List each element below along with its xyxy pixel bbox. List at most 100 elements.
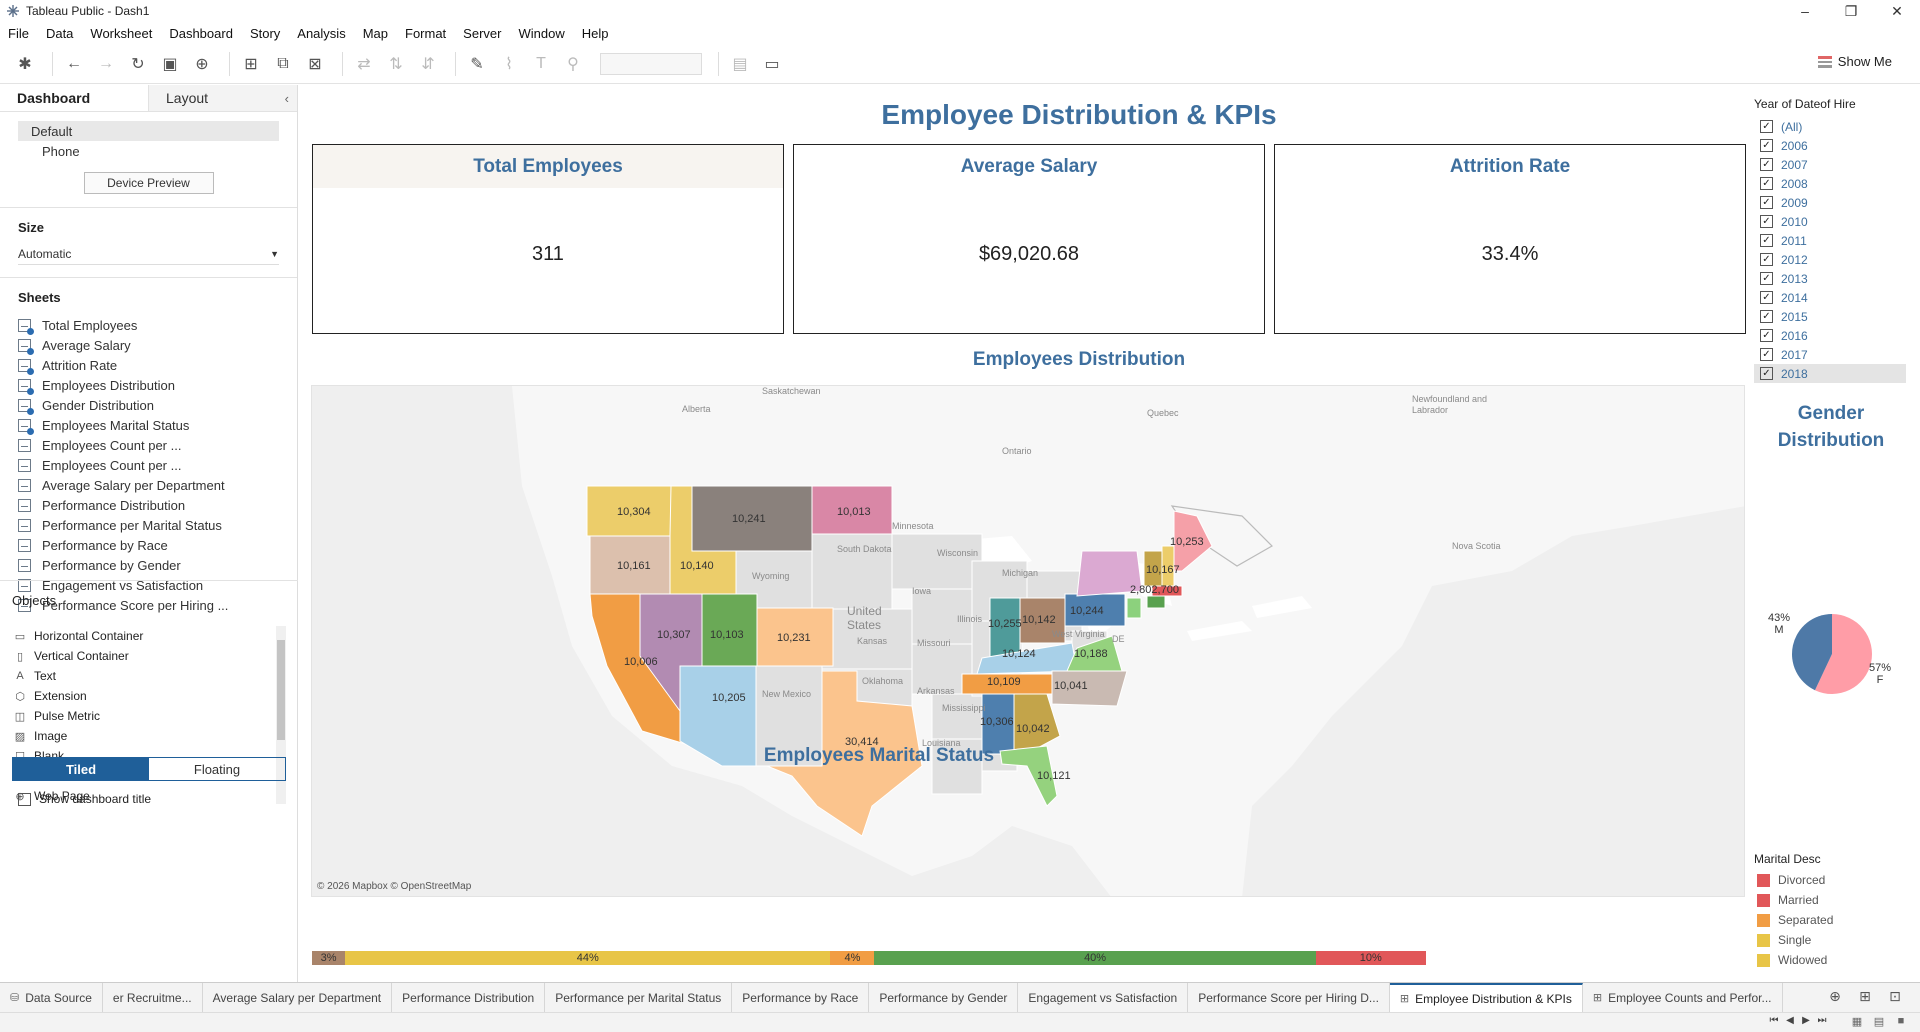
sheet-item[interactable]: Employees Distribution [18, 375, 279, 395]
state-oh[interactable] [1019, 597, 1066, 644]
marital-segment-widowed[interactable]: 10% [1315, 951, 1426, 965]
show-dashboard-title-checkbox[interactable]: Show dashboard title [18, 792, 151, 806]
state-nm[interactable] [755, 665, 823, 767]
year-filter-item[interactable]: ✓ 2009 [1754, 193, 1906, 212]
sheet-item[interactable]: Performance Distribution [18, 495, 279, 515]
year-filter-item[interactable]: ✓ (All) [1754, 117, 1906, 136]
save-icon[interactable]: ▣ [162, 55, 178, 73]
device-phone[interactable]: Phone [42, 143, 80, 159]
collapse-pane-icon[interactable]: ‹ [284, 90, 289, 106]
object-item[interactable]: ▭ Horizontal Container [14, 626, 298, 646]
undo-icon[interactable]: ← [66, 54, 82, 72]
pie-slice-f[interactable] [1814, 614, 1872, 694]
year-filter-item[interactable]: ✓ 2010 [1754, 212, 1906, 231]
sheet-item[interactable]: Employees Marital Status [18, 415, 279, 435]
year-filter-item[interactable]: ✓ 2017 [1754, 345, 1906, 364]
tab-layout[interactable]: Layout ‹ [148, 85, 297, 111]
sheet-item[interactable]: Gender Distribution [18, 395, 279, 415]
year-filter-item[interactable]: ✓ 2008 [1754, 174, 1906, 193]
menu-help[interactable]: Help [581, 25, 609, 41]
state-ut[interactable] [701, 593, 758, 667]
menu-server[interactable]: Server [463, 25, 502, 41]
next-sheet-icon[interactable]: ▶ [1802, 1015, 1810, 1026]
menu-file[interactable]: File [8, 25, 29, 41]
tiled-button[interactable]: Tiled [13, 758, 149, 780]
year-filter-item[interactable]: ✓ 2007 [1754, 155, 1906, 174]
restore-icon[interactable]: ❐ [1844, 2, 1858, 19]
object-item[interactable]: ⊕ Web Page [14, 786, 298, 804]
new-datasource-icon[interactable]: ⊕ [195, 55, 209, 73]
state-pa[interactable] [1064, 593, 1126, 627]
sheet-tab[interactable]: ⊞ Employee Counts and Perfor... [1583, 982, 1783, 1013]
redo-icon[interactable]: → [98, 54, 114, 72]
state-al[interactable] [981, 693, 1015, 755]
new-dashboard-icon[interactable]: ⊞ [1859, 988, 1871, 1004]
last-sheet-icon[interactable]: ⏭ [1817, 1015, 1827, 1026]
clear-sheet-icon[interactable]: ⊠ [308, 55, 322, 73]
object-item[interactable]: ▯ Vertical Container [14, 646, 298, 666]
sheet-sorter-icon[interactable]: ▦ [1851, 1016, 1863, 1028]
sheet-item[interactable]: Performance Score per Hiring ... [18, 595, 279, 615]
show-cards-icon[interactable]: ▤ [732, 55, 748, 73]
sheet-item[interactable]: Performance per Marital Status [18, 515, 279, 535]
menu-dashboard[interactable]: Dashboard [169, 25, 233, 41]
floating-button[interactable]: Floating [193, 761, 241, 777]
state-ga[interactable] [1013, 693, 1061, 752]
year-filter-item[interactable]: ✓ 2015 [1754, 307, 1906, 326]
state-ma[interactable] [1151, 585, 1183, 597]
sheet-item[interactable]: Engagement vs Satisfaction [18, 575, 279, 595]
new-sheet-icon[interactable]: ⊞ [244, 55, 258, 73]
tab-dashboard[interactable]: Dashboard [17, 90, 91, 106]
sheet-item[interactable]: Employees Count per ... [18, 435, 279, 455]
sheet-tab[interactable]: ⊞ Employee Distribution & KPIs [1389, 982, 1583, 1013]
group-icon[interactable]: ⌇ [505, 55, 513, 73]
year-filter-item[interactable]: ✓ 2012 [1754, 250, 1906, 269]
marital-segment-divorced[interactable]: 3% [312, 951, 346, 965]
sheet-item[interactable]: Performance by Gender [18, 555, 279, 575]
sheet-tab[interactable]: Performance per Marital Status [545, 982, 733, 1013]
fit-dropdown[interactable] [600, 52, 702, 75]
gender-pie-chart[interactable] [1790, 612, 1874, 699]
kpi-total-employees[interactable]: Total Employees 311 [312, 144, 784, 334]
highlight-icon[interactable]: ✎ [470, 55, 484, 73]
sheet-tab[interactable]: Average Salary per Department [203, 982, 393, 1013]
sort-descending-icon[interactable]: ⇵ [421, 55, 435, 73]
menu-data[interactable]: Data [45, 25, 74, 41]
year-filter-item[interactable]: ✓ 2011 [1754, 231, 1906, 250]
state-co[interactable] [756, 607, 834, 667]
year-filter-item[interactable]: ✓ 2018 [1754, 364, 1906, 383]
first-sheet-icon[interactable]: ⏮ [1769, 1015, 1779, 1026]
tabs-view-icon[interactable]: ■ [1897, 1015, 1905, 1027]
state-ar[interactable] [931, 693, 988, 740]
state-nd[interactable] [811, 485, 893, 535]
state-mt[interactable] [691, 485, 813, 552]
employees-distribution-map[interactable]: Saskatchewan Alberta Newfoundland and Labr… [311, 385, 1745, 897]
close-icon[interactable]: ✕ [1891, 2, 1903, 19]
device-preview-button[interactable]: Device Preview [83, 172, 214, 194]
state-fl[interactable] [999, 745, 1058, 807]
state-me[interactable] [1173, 510, 1213, 572]
legend-item[interactable]: Married [1757, 890, 1833, 910]
pie-slice-m[interactable] [1792, 614, 1832, 691]
sheet-item[interactable]: Performance by Race [18, 535, 279, 555]
sheet-tab[interactable]: Performance Score per Hiring D... [1188, 982, 1390, 1013]
year-filter-item[interactable]: ✓ 2013 [1754, 269, 1906, 288]
menu-worksheet[interactable]: Worksheet [90, 25, 153, 41]
sheet-item[interactable]: Average Salary per Department [18, 475, 279, 495]
sheet-item[interactable]: Attrition Rate [18, 355, 279, 375]
device-default[interactable]: Default [18, 121, 279, 141]
filmstrip-icon[interactable]: ▤ [1873, 1016, 1885, 1028]
size-dropdown[interactable]: Automatic ▼ [18, 243, 279, 265]
object-item[interactable]: ▨ Image [14, 726, 298, 746]
year-filter-item[interactable]: ✓ 2006 [1754, 136, 1906, 155]
marital-status-bar[interactable]: 3% 44% 4% 40% 10% [312, 951, 1426, 965]
new-worksheet-icon[interactable]: ⊕ [1829, 988, 1841, 1004]
previous-sheet-icon[interactable]: ◀ [1786, 1015, 1794, 1026]
menu-story[interactable]: Story [249, 25, 281, 41]
map-attribution[interactable]: © 2026 Mapbox © OpenStreetMap [317, 881, 472, 892]
legend-item[interactable]: Divorced [1757, 870, 1833, 890]
sheet-item[interactable]: Employees Count per ... [18, 455, 279, 475]
state-or[interactable] [589, 535, 671, 595]
state-wa[interactable] [586, 485, 672, 537]
tableau-home-icon[interactable]: ✱ [18, 55, 32, 73]
